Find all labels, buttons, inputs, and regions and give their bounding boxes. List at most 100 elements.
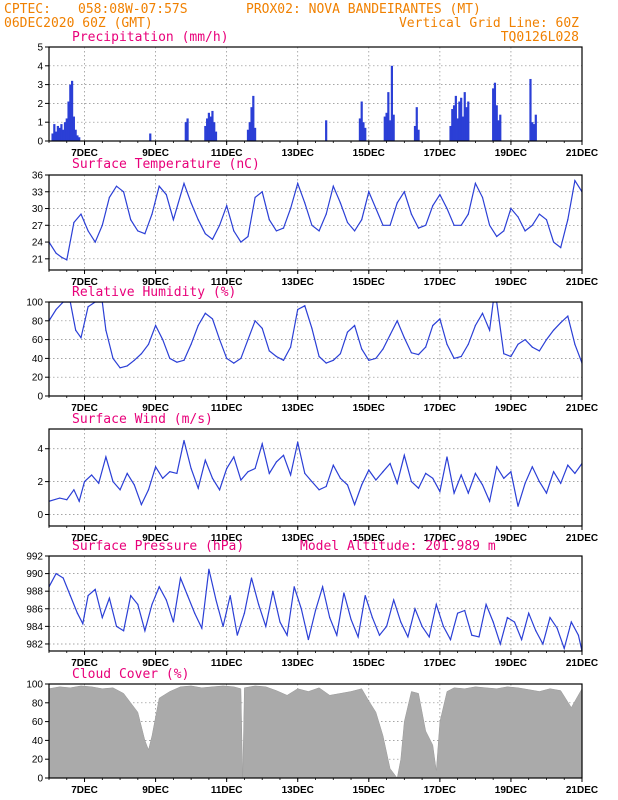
temperature-point [432,205,434,207]
wind-point [489,500,491,502]
humidity-point [460,355,462,358]
wind-point [119,489,121,491]
wind-plot-area [49,439,582,507]
wind-point [105,456,107,458]
precipitation-xtick-label: 15DEC [353,148,385,159]
temperature-panel: 21 24 27 30 33 36 7DEC 9DEC 11DEC 13DEC 15DEC 17DEC… [32,157,598,288]
humidity-xtick-label: 7DEC [71,403,98,414]
temperature-point [80,213,82,215]
temperature-ytick-label: 24 [32,238,44,249]
precip-bar [206,118,209,141]
temperature-point [290,207,292,210]
wind-point [169,471,171,473]
pressure-plot-area [49,568,582,651]
cloud-cover-ytick-label: 100 [26,680,43,691]
precip-bar [65,118,68,141]
pressure-point [364,594,366,597]
temperature-point [60,256,63,258]
humidity-point [304,305,306,307]
wind-point [197,487,199,489]
wind-point [510,471,512,473]
wind-point [147,489,150,491]
wind-point [240,479,242,481]
pressure-point [208,568,210,570]
wind-point [140,504,142,506]
precip-bar [53,124,56,141]
temperature-point [240,241,242,243]
pressure-point [492,621,494,623]
pressure-ytick-label: 984 [26,622,43,633]
header-location: PROX02: NOVA BANDEIRANTES (MT) [246,2,481,17]
pressure-point [144,630,146,632]
precip-bar [413,125,417,141]
temperature-point [332,185,334,187]
pressure-point [172,621,174,623]
wind-point [361,484,363,486]
precip-bar [495,105,498,141]
precip-bar [387,92,390,141]
wind-point [545,492,548,494]
wind-ytick-label: 2 [37,477,43,488]
humidity-point [353,324,356,327]
humidity-point [560,322,562,324]
humidity-series-line [49,302,582,369]
precip-bar [452,105,456,141]
pressure-point [108,597,111,599]
temperature-point [275,230,278,232]
precipitation-xtick-label: 19DEC [495,148,527,159]
pressure-point [528,612,530,614]
pressure-point [293,586,295,588]
temperature-point [318,230,320,232]
humidity-point [140,353,142,355]
temperature-ytick-label: 27 [32,221,44,232]
wind-point [410,481,413,483]
humidity-point [403,337,405,339]
precip-bar [463,92,466,141]
humidity-point [375,357,377,359]
precipitation-ytick-label: 2 [37,99,43,110]
precipitation-frame [48,46,583,142]
wind-point [112,481,114,483]
temperature-point [261,191,263,193]
wind-panel: 0 2 4 7DEC 9DEC 11DEC 13DEC 15DEC 17DEC 19DEC 21DE… [37,412,598,544]
precip-bar [214,131,218,141]
humidity-plot-area [49,302,582,369]
temperature-series-line [49,178,582,261]
humidity-xtick-label: 21DEC [566,403,598,414]
pressure-point [478,636,480,638]
humidity-ytick-label: 100 [26,298,43,309]
wind-point [83,481,86,483]
pressure-point [457,612,459,614]
wind-point [432,477,434,479]
temperature-point [567,219,569,221]
precipitation-ytick-label: 1 [37,118,43,129]
temperature-point [410,213,413,215]
humidity-point [155,324,157,327]
wind-point [460,474,462,476]
precip-bar [389,120,392,141]
precip-bar [456,118,459,141]
wind-point [417,487,420,489]
pressure-point [513,621,516,623]
pressure-point [250,577,253,579]
temperature-frame [48,174,583,271]
precipitation-plot-area [51,65,537,141]
pressure-point [535,630,537,632]
precip-bar [63,122,67,141]
temperature-point [137,230,139,232]
humidity-point [126,365,128,367]
precip-bar [204,125,207,141]
temperature-point [339,202,341,204]
pressure-point [570,621,572,623]
precipitation-xtick-label: 13DEC [282,148,314,159]
temperature-point [368,191,370,193]
cloud-cover-title: Cloud Cover (%) [72,667,189,682]
pressure-point [101,616,103,619]
wind-point [183,439,185,442]
precip-bar [497,120,500,141]
temperature-point [144,233,146,235]
cloud-cover-panel: 0 20 40 60 80 100 7DEC 9DEC 11DEC 13DEC 15DEC 17DEC… [26,667,598,796]
pressure-point [400,621,402,623]
temperature-point [382,224,384,226]
temperature-point [297,182,299,184]
